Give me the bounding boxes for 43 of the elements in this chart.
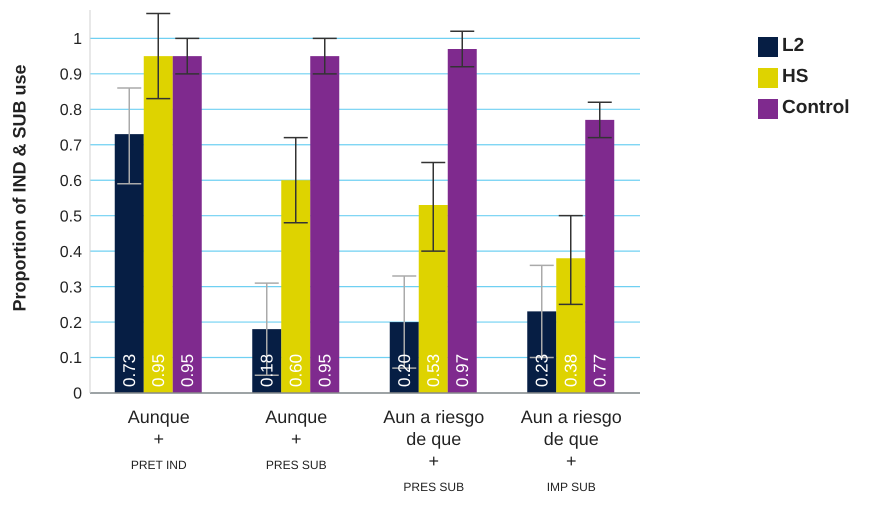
y-tick-label: 0.4: [60, 244, 82, 261]
x-tick-label: Aunque + PRET IND: [128, 407, 190, 472]
bar: [252, 329, 282, 393]
legend-label: L2: [782, 35, 804, 56]
y-tick-label: 0.5: [60, 208, 82, 226]
data-label: 0.20: [394, 354, 414, 387]
bar: [390, 322, 419, 393]
y-tick-label: 0.2: [60, 314, 82, 332]
bar: [556, 258, 586, 393]
y-tick-label: 0.3: [60, 279, 82, 296]
y-tick-label: 0.1: [60, 350, 82, 368]
y-tick-label: 1: [73, 31, 82, 48]
data-label: 0.23: [532, 354, 552, 387]
x-tick-label: Aun a riesgo de que + IMP SUB: [520, 407, 622, 494]
y-tick-label: 0.9: [60, 66, 82, 84]
data-label: 0.18: [257, 354, 276, 387]
x-tick-label: Aunque + PRES SUB: [265, 407, 328, 472]
bar: [310, 56, 340, 393]
data-label: 0.38: [561, 354, 580, 387]
data-label: 0.53: [424, 354, 443, 387]
x-tick-label: Aun a riesgo de que + PRES SUB: [383, 407, 484, 494]
data-label: 0.95: [178, 354, 197, 387]
bar: [172, 56, 202, 393]
data-label: 0.73: [120, 354, 139, 387]
legend-label: HS: [782, 66, 808, 87]
y-tick-label: 0.7: [60, 137, 82, 154]
bar: [281, 180, 310, 393]
data-label: 0.77: [590, 354, 610, 387]
bar: [527, 311, 556, 393]
legend-label: Control: [782, 97, 850, 118]
data-label: 0.97: [452, 354, 472, 387]
data-label: 0.95: [148, 354, 168, 387]
bar: [114, 134, 144, 393]
bar: [448, 49, 477, 393]
bar: [585, 120, 614, 393]
y-tick-label: 0: [73, 386, 82, 403]
bar: [418, 205, 448, 393]
y-axis-title: Proportion of IND & SUB use: [9, 64, 30, 312]
data-label: 0.95: [315, 354, 334, 387]
y-tick-label: 0.8: [60, 102, 82, 119]
y-tick-label: 0.6: [60, 172, 82, 190]
data-label: 0.60: [286, 354, 306, 387]
bar: [144, 56, 173, 393]
